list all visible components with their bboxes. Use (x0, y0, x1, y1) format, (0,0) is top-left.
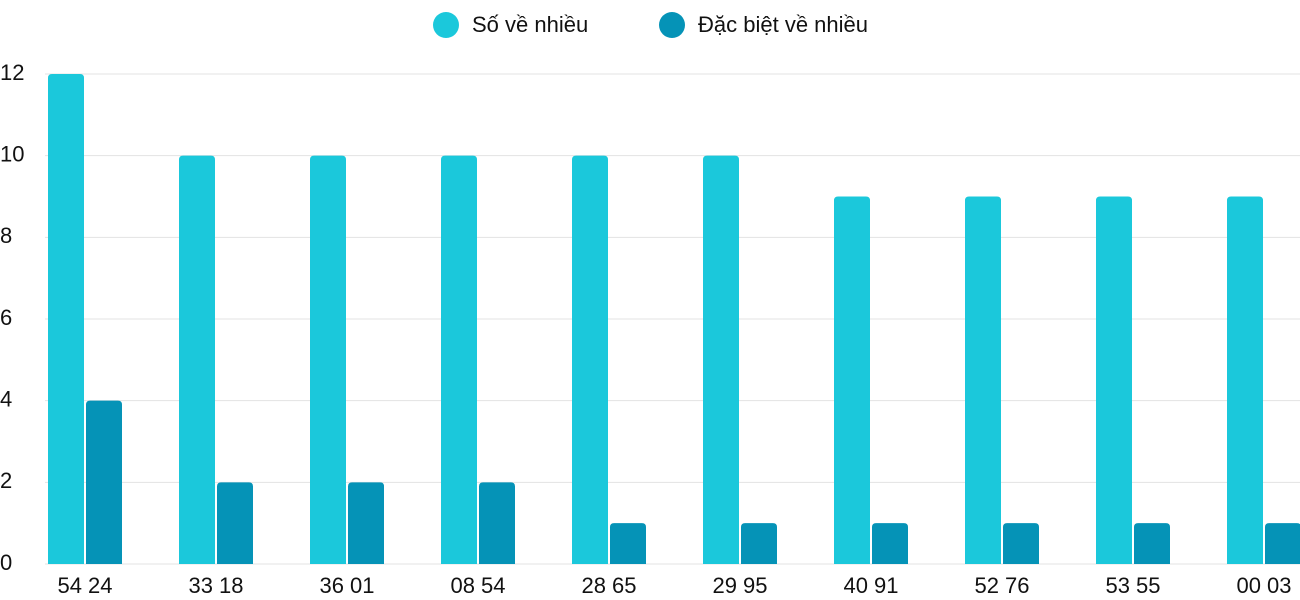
bar (741, 523, 777, 564)
y-tick-label: 2 (0, 468, 12, 493)
bar (1265, 523, 1300, 564)
bar (1096, 196, 1132, 564)
bar (965, 196, 1001, 564)
y-tick-label: 8 (0, 223, 12, 248)
x-tick-label: 36 01 (319, 573, 374, 598)
legend-marker (659, 12, 685, 38)
bar (479, 482, 515, 564)
x-tick-label: 53 55 (1105, 573, 1160, 598)
x-tick-label: 33 18 (188, 573, 243, 598)
bar (834, 196, 870, 564)
bar (872, 523, 908, 564)
bar (1003, 523, 1039, 564)
legend-label: Đặc biệt về nhiều (698, 12, 868, 37)
y-tick-label: 12 (0, 60, 24, 85)
y-tick-label: 4 (0, 386, 12, 411)
bar (1227, 196, 1263, 564)
y-tick-label: 6 (0, 305, 12, 330)
x-tick-label: 28 65 (581, 573, 636, 598)
bar (86, 400, 122, 564)
bar (441, 155, 477, 564)
bar (610, 523, 646, 564)
bar (572, 155, 608, 564)
y-tick-label: 0 (0, 550, 12, 575)
bar (179, 155, 215, 564)
bar (1134, 523, 1170, 564)
bar (348, 482, 384, 564)
bar (48, 74, 84, 564)
bar (217, 482, 253, 564)
x-tick-label: 40 91 (843, 573, 898, 598)
x-tick-label: 08 54 (450, 573, 505, 598)
bar (310, 155, 346, 564)
legend-label: Số về nhiều (472, 12, 588, 37)
legend-marker (433, 12, 459, 38)
y-tick-label: 10 (0, 141, 24, 166)
x-tick-label: 29 95 (712, 573, 767, 598)
x-tick-label: 00 03 (1236, 573, 1291, 598)
bar (703, 155, 739, 564)
x-tick-label: 52 76 (974, 573, 1029, 598)
x-tick-label: 54 24 (57, 573, 112, 598)
